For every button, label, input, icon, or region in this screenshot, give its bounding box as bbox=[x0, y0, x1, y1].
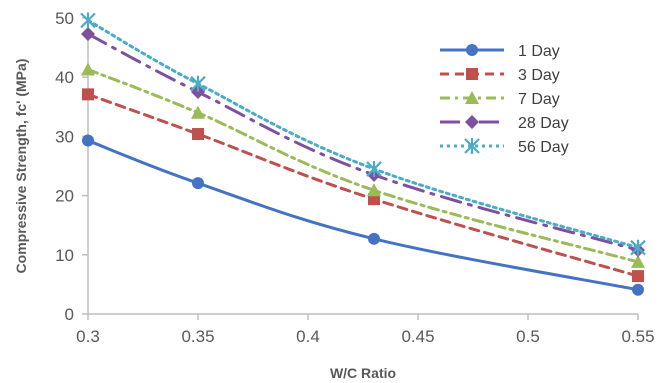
legend-entry: 3 Day bbox=[440, 67, 560, 84]
y-tick-label: 10 bbox=[55, 246, 74, 265]
legend-label: 28 Day bbox=[518, 115, 569, 132]
series-line bbox=[86, 92, 640, 278]
legend-entry: 28 Day bbox=[440, 115, 569, 132]
legend-label: 7 Day bbox=[518, 91, 560, 108]
data-point bbox=[630, 239, 646, 256]
legend-marker bbox=[464, 138, 480, 154]
legend-label: 3 Day bbox=[518, 67, 560, 84]
y-tick-label: 0 bbox=[65, 305, 74, 324]
x-tick-label: 0.3 bbox=[76, 327, 100, 346]
data-point bbox=[632, 270, 644, 283]
data-point bbox=[191, 105, 205, 119]
data-point bbox=[366, 160, 382, 177]
legend-entry: 7 Day bbox=[440, 91, 560, 108]
legend-label: 56 Day bbox=[518, 139, 569, 156]
series-line bbox=[86, 139, 640, 292]
series-1-day bbox=[82, 134, 644, 296]
x-tick-label: 0.35 bbox=[181, 327, 214, 346]
x-tick-label: 0.45 bbox=[401, 327, 434, 346]
data-point bbox=[631, 254, 645, 268]
data-point bbox=[80, 12, 96, 29]
data-point bbox=[192, 177, 204, 190]
legend-entry: 56 Day bbox=[440, 138, 569, 156]
legend: 1 Day 3 Day 7 Day 28 Day 56 Day bbox=[440, 43, 569, 156]
legend-label: 1 Day bbox=[518, 43, 560, 60]
legend-marker bbox=[466, 68, 478, 80]
series-group bbox=[80, 12, 646, 296]
data-point bbox=[190, 75, 206, 92]
y-tick-label: 50 bbox=[55, 9, 74, 28]
data-point bbox=[81, 62, 95, 76]
series-56-day bbox=[80, 12, 646, 256]
x-tick-label: 0.55 bbox=[621, 327, 654, 346]
y-tick-label: 40 bbox=[55, 68, 74, 87]
y-axis-title: Compressive Strength, fc' (MPa) bbox=[13, 59, 29, 274]
series-line bbox=[86, 18, 640, 250]
x-tick-label: 0.5 bbox=[516, 327, 540, 346]
data-point bbox=[81, 26, 95, 41]
y-axis-ticks: 0 10 20 30 40 50 bbox=[55, 9, 88, 324]
legend-marker bbox=[465, 115, 479, 129]
x-axis-title: W/C Ratio bbox=[330, 365, 396, 381]
x-tick-label: 0.4 bbox=[296, 327, 320, 346]
legend-entry: 1 Day bbox=[440, 43, 560, 60]
legend-marker bbox=[465, 91, 479, 104]
legend-marker bbox=[466, 44, 478, 56]
series-line bbox=[86, 32, 640, 252]
data-point bbox=[192, 128, 204, 141]
x-axis-ticks: 0.3 0.35 0.4 0.45 0.5 0.55 bbox=[76, 314, 655, 346]
y-tick-label: 20 bbox=[55, 187, 74, 206]
data-point bbox=[368, 232, 380, 245]
data-point bbox=[82, 88, 94, 101]
series-line bbox=[86, 68, 640, 264]
data-point bbox=[82, 134, 94, 147]
data-point bbox=[367, 183, 381, 197]
series-7-day bbox=[81, 62, 645, 268]
y-tick-label: 30 bbox=[55, 127, 74, 146]
data-point bbox=[632, 283, 644, 296]
